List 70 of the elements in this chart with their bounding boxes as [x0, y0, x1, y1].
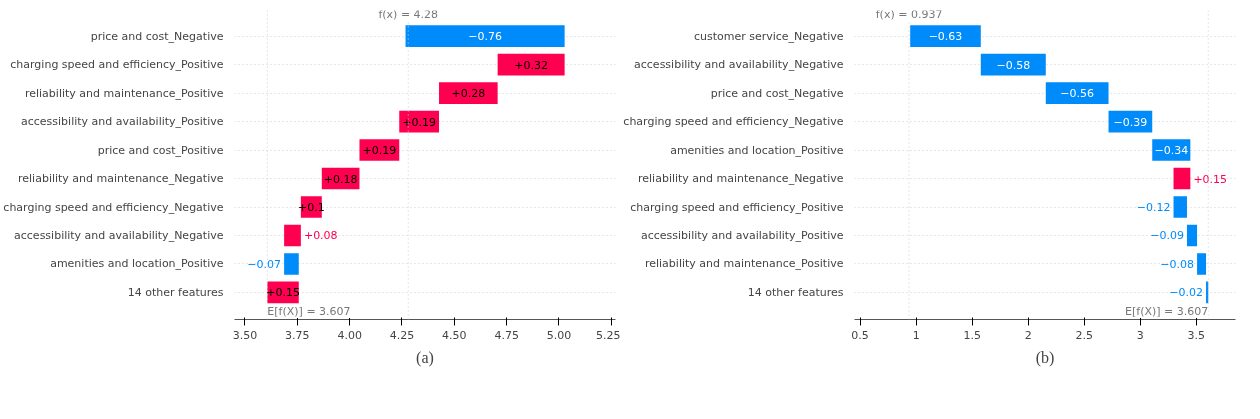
y-tick-label: reliability and maintenance_Negative — [638, 172, 844, 186]
x-tick-label: 4.50 — [442, 328, 467, 342]
ref-line-label: f(x) = 0.937 — [875, 8, 943, 22]
data-label: −0.63 — [928, 30, 963, 44]
data-label: −0.08 — [1160, 257, 1195, 271]
data-label: −0.07 — [247, 257, 282, 271]
ref-line-label: E[f(X)] = 3.607 — [1125, 305, 1209, 319]
ref-line-label: f(x) = 4.28 — [378, 8, 439, 22]
bar — [439, 82, 498, 104]
data-label: −0.76 — [468, 30, 502, 44]
y-tick-label: reliability and maintenance_Negative — [18, 172, 224, 186]
data-label: −0.09 — [1150, 229, 1184, 243]
bar — [284, 224, 301, 247]
x-tick-label: 3 — [1136, 328, 1144, 342]
y-tick-label: charging speed and efficiency_Positive — [10, 58, 224, 72]
y-tick-label: price and cost_Negative — [710, 86, 844, 100]
data-label: +0.08 — [303, 229, 338, 243]
x-tick-label: 5.25 — [596, 328, 621, 342]
y-tick-label: charging speed and efficiency_Negative — [3, 200, 224, 214]
x-tick-label: 3.5 — [1187, 328, 1206, 342]
data-label: −0.56 — [1060, 87, 1095, 101]
text: (b) — [1035, 348, 1055, 367]
y-tick-label: amenities and location_Positive — [670, 143, 844, 157]
x-tick-label: 3.50 — [232, 328, 258, 342]
x-tick-label: 1 — [912, 328, 920, 342]
y-tick-label: 14 other features — [127, 285, 224, 299]
text: (a) — [416, 348, 434, 367]
data-label: +0.19 — [402, 115, 436, 129]
x-tick-label: 3.75 — [285, 328, 310, 342]
y-tick-label: 14 other features — [747, 285, 844, 299]
x-tick-label: 2.5 — [1075, 328, 1093, 342]
y-tick-label: reliability and maintenance_Positive — [644, 257, 844, 271]
bar — [284, 253, 299, 275]
data-label: −0.12 — [1136, 201, 1171, 215]
y-tick-label: charging speed and efficiency_Positive — [630, 200, 844, 214]
x-tick-label: 4.25 — [389, 328, 415, 342]
y-tick-label: accessibility and availability_Negative — [634, 58, 844, 72]
data-label: +0.15 — [266, 286, 300, 300]
y-tick-label: customer service_Negative — [693, 29, 844, 43]
y-tick-label: reliability and maintenance_Positive — [24, 86, 224, 100]
y-tick-label: accessibility and availability_Positive — [640, 228, 844, 242]
data-label: +0.18 — [323, 172, 358, 186]
y-tick-label: price and cost_Negative — [90, 29, 224, 43]
bar — [1186, 224, 1198, 247]
bar — [405, 25, 565, 47]
ref-line-label: E[f(X)] = 3.607 — [267, 305, 351, 319]
y-tick-label: accessibility and availability_Positive — [20, 115, 224, 129]
y-tick-label: charging speed and efficiency_Negative — [623, 115, 844, 129]
x-tick-label: 4.75 — [494, 328, 519, 342]
bar — [1197, 253, 1207, 275]
data-label: +0.28 — [451, 87, 486, 101]
data-label: +0.19 — [362, 144, 397, 158]
bar — [1045, 82, 1109, 104]
bar — [1173, 196, 1187, 218]
data-label: −0.39 — [1113, 115, 1148, 129]
y-tick-label: accessibility and availability_Negative — [14, 228, 224, 242]
x-tick-label: 5.00 — [546, 328, 572, 342]
x-tick-label: 1.5 — [963, 328, 981, 342]
x-tick-label: 2 — [1024, 328, 1032, 342]
data-label: +0.15 — [1193, 172, 1228, 186]
data-label: +0.32 — [514, 58, 548, 72]
y-tick-label: price and cost_Positive — [97, 143, 224, 157]
bar — [1173, 167, 1191, 190]
data-label: −0.34 — [1154, 144, 1189, 158]
data-label: −0.58 — [996, 58, 1031, 72]
data-label: −0.02 — [1169, 286, 1203, 300]
bar — [910, 25, 981, 47]
x-tick-label: 0.5 — [851, 328, 869, 342]
y-tick-label: amenities and location_Positive — [50, 257, 224, 271]
x-tick-label: 4.00 — [337, 328, 362, 342]
